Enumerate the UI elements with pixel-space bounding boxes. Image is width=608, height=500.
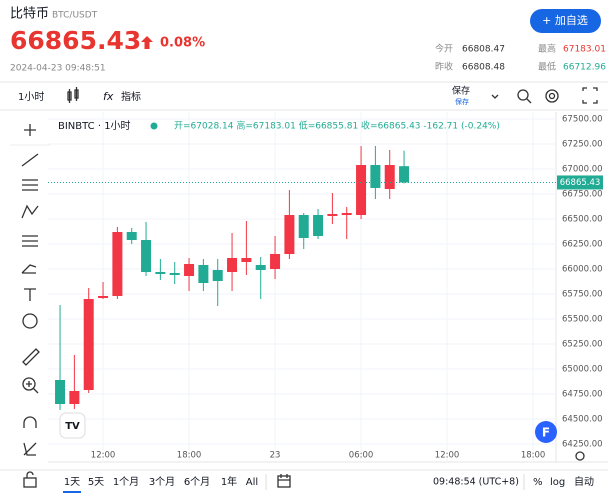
candle-body — [141, 240, 152, 272]
candle-body — [327, 214, 338, 216]
last-price-label: 66865.43 — [560, 178, 601, 188]
y-tick-label: 67500.00 — [562, 115, 603, 125]
fullscreen-icon[interactable] — [582, 87, 598, 104]
drawing-tools[interactable] — [21, 124, 40, 488]
candle-body — [198, 265, 209, 283]
range-button[interactable]: 5天 — [88, 477, 104, 488]
percent[interactable]: % — [533, 477, 543, 488]
legend-values: 开=67028.14 高=67183.01 低=66855.81 收=66865… — [174, 120, 500, 132]
stat-label: 最低 — [538, 61, 556, 73]
x-tick-label: 18:00 — [177, 451, 202, 461]
y-tick-label: 64750.00 — [562, 390, 603, 400]
x-tick-label: 12:00 — [91, 451, 116, 461]
up-arrow — [141, 36, 153, 49]
y-tick-label: 65250.00 — [562, 340, 603, 350]
candle-body — [126, 232, 137, 240]
range-button[interactable]: All — [246, 477, 258, 488]
candle-body — [255, 265, 266, 270]
candle-body — [313, 215, 324, 236]
save[interactable]: 保存 — [452, 85, 470, 97]
y-tick-label: 65750.00 — [562, 290, 603, 300]
candle-body — [184, 264, 195, 276]
y-tick-label: 66250.00 — [562, 240, 603, 250]
legend-symbol: BINBTC · 1小时 — [58, 120, 131, 132]
bottom-bar: 1天 5天 1个月 3个月 6个月 1年 All — [63, 474, 267, 493]
add-button-label[interactable]: + 加自选 — [542, 14, 588, 27]
candle-body — [356, 165, 367, 215]
candle-body — [298, 215, 309, 238]
y-tick-label: 67000.00 — [562, 165, 603, 175]
settings-icon[interactable] — [545, 89, 559, 103]
time: 09:48:54 (UTC+8) — [433, 477, 519, 488]
x-tick-label: 12:00 — [435, 451, 460, 461]
candle-body — [370, 165, 381, 188]
candle-body — [98, 296, 109, 298]
y-tick-label: 66000.00 — [562, 265, 603, 275]
grid: 64250.00 64500.00 64750.00 65000.00 65250.00… — [48, 112, 603, 462]
candle-body — [399, 166, 410, 183]
tv-logo: TV — [59, 412, 86, 439]
search-icon[interactable] — [517, 89, 532, 104]
pair: BTC/USDT — [52, 11, 98, 21]
candle-icon[interactable] — [67, 87, 79, 103]
range-button[interactable]: 1个月 — [113, 476, 139, 488]
stat-label: 今开 — [435, 43, 453, 55]
price: 66865.43 — [10, 26, 141, 55]
range-button[interactable]: 6个月 — [184, 476, 210, 488]
candle-body — [341, 213, 352, 215]
y-tick-label: 64250.00 — [562, 440, 603, 450]
title: 比特币 — [10, 7, 49, 22]
stat-value: 67183.01 — [563, 45, 606, 55]
svg-text:TV: TV — [65, 421, 80, 432]
candle-body — [212, 270, 223, 281]
status-dot — [150, 122, 158, 130]
stat-value: 66712.96 — [563, 63, 606, 73]
add-button[interactable] — [530, 9, 601, 33]
svg-text:F: F — [542, 426, 550, 440]
change: 0.08% — [160, 36, 205, 51]
f-badge[interactable]: F — [535, 421, 557, 443]
datetime: 2024-04-23 09:48:51 — [10, 64, 106, 74]
y-tick-label: 65500.00 — [562, 315, 603, 325]
candle-body — [241, 258, 252, 262]
stat-value: 66808.47 — [462, 45, 505, 55]
axis-settings-icon[interactable] — [575, 451, 585, 461]
x-tick-label: 18:00 — [521, 451, 546, 461]
fx-icon[interactable]: fx — [103, 90, 114, 103]
candle-body — [112, 232, 123, 296]
candle-body — [69, 391, 80, 404]
range-button[interactable]: 3个月 — [149, 476, 175, 488]
y-tick-label: 65000.00 — [562, 365, 603, 375]
candle-body — [384, 165, 395, 189]
x-tick-label: 23 — [270, 451, 281, 461]
y-tick-label: 66500.00 — [562, 215, 603, 225]
x-tick-label: 06:00 — [349, 451, 374, 461]
candle-body — [284, 215, 295, 254]
auto[interactable]: 自动 — [574, 475, 594, 488]
y-tick-label: 66750.00 — [562, 190, 603, 200]
candle-body — [270, 254, 281, 269]
candle-body — [83, 299, 94, 390]
last-price-box — [557, 175, 603, 190]
save-sub: 保存 — [455, 97, 469, 106]
range-button[interactable]: 1年 — [221, 475, 237, 488]
candle-body — [155, 272, 166, 274]
candle-body — [169, 273, 180, 275]
stat-value: 66808.48 — [462, 63, 505, 73]
log[interactable]: log — [550, 477, 565, 488]
candle-body — [227, 258, 238, 272]
range-button[interactable]: 1天 — [64, 477, 80, 488]
y-tick-label: 67250.00 — [562, 140, 603, 150]
stat-label: 昨收 — [435, 61, 453, 73]
interval[interactable]: 1小时 — [18, 91, 44, 103]
calendar-icon[interactable] — [277, 474, 291, 488]
candle-body — [55, 380, 66, 404]
stat-label: 最高 — [538, 43, 556, 55]
candles: 66865.43 — [48, 146, 603, 410]
indicators[interactable]: 指标 — [121, 90, 141, 103]
chevron[interactable] — [491, 94, 499, 99]
y-tick-label: 64500.00 — [562, 415, 603, 425]
